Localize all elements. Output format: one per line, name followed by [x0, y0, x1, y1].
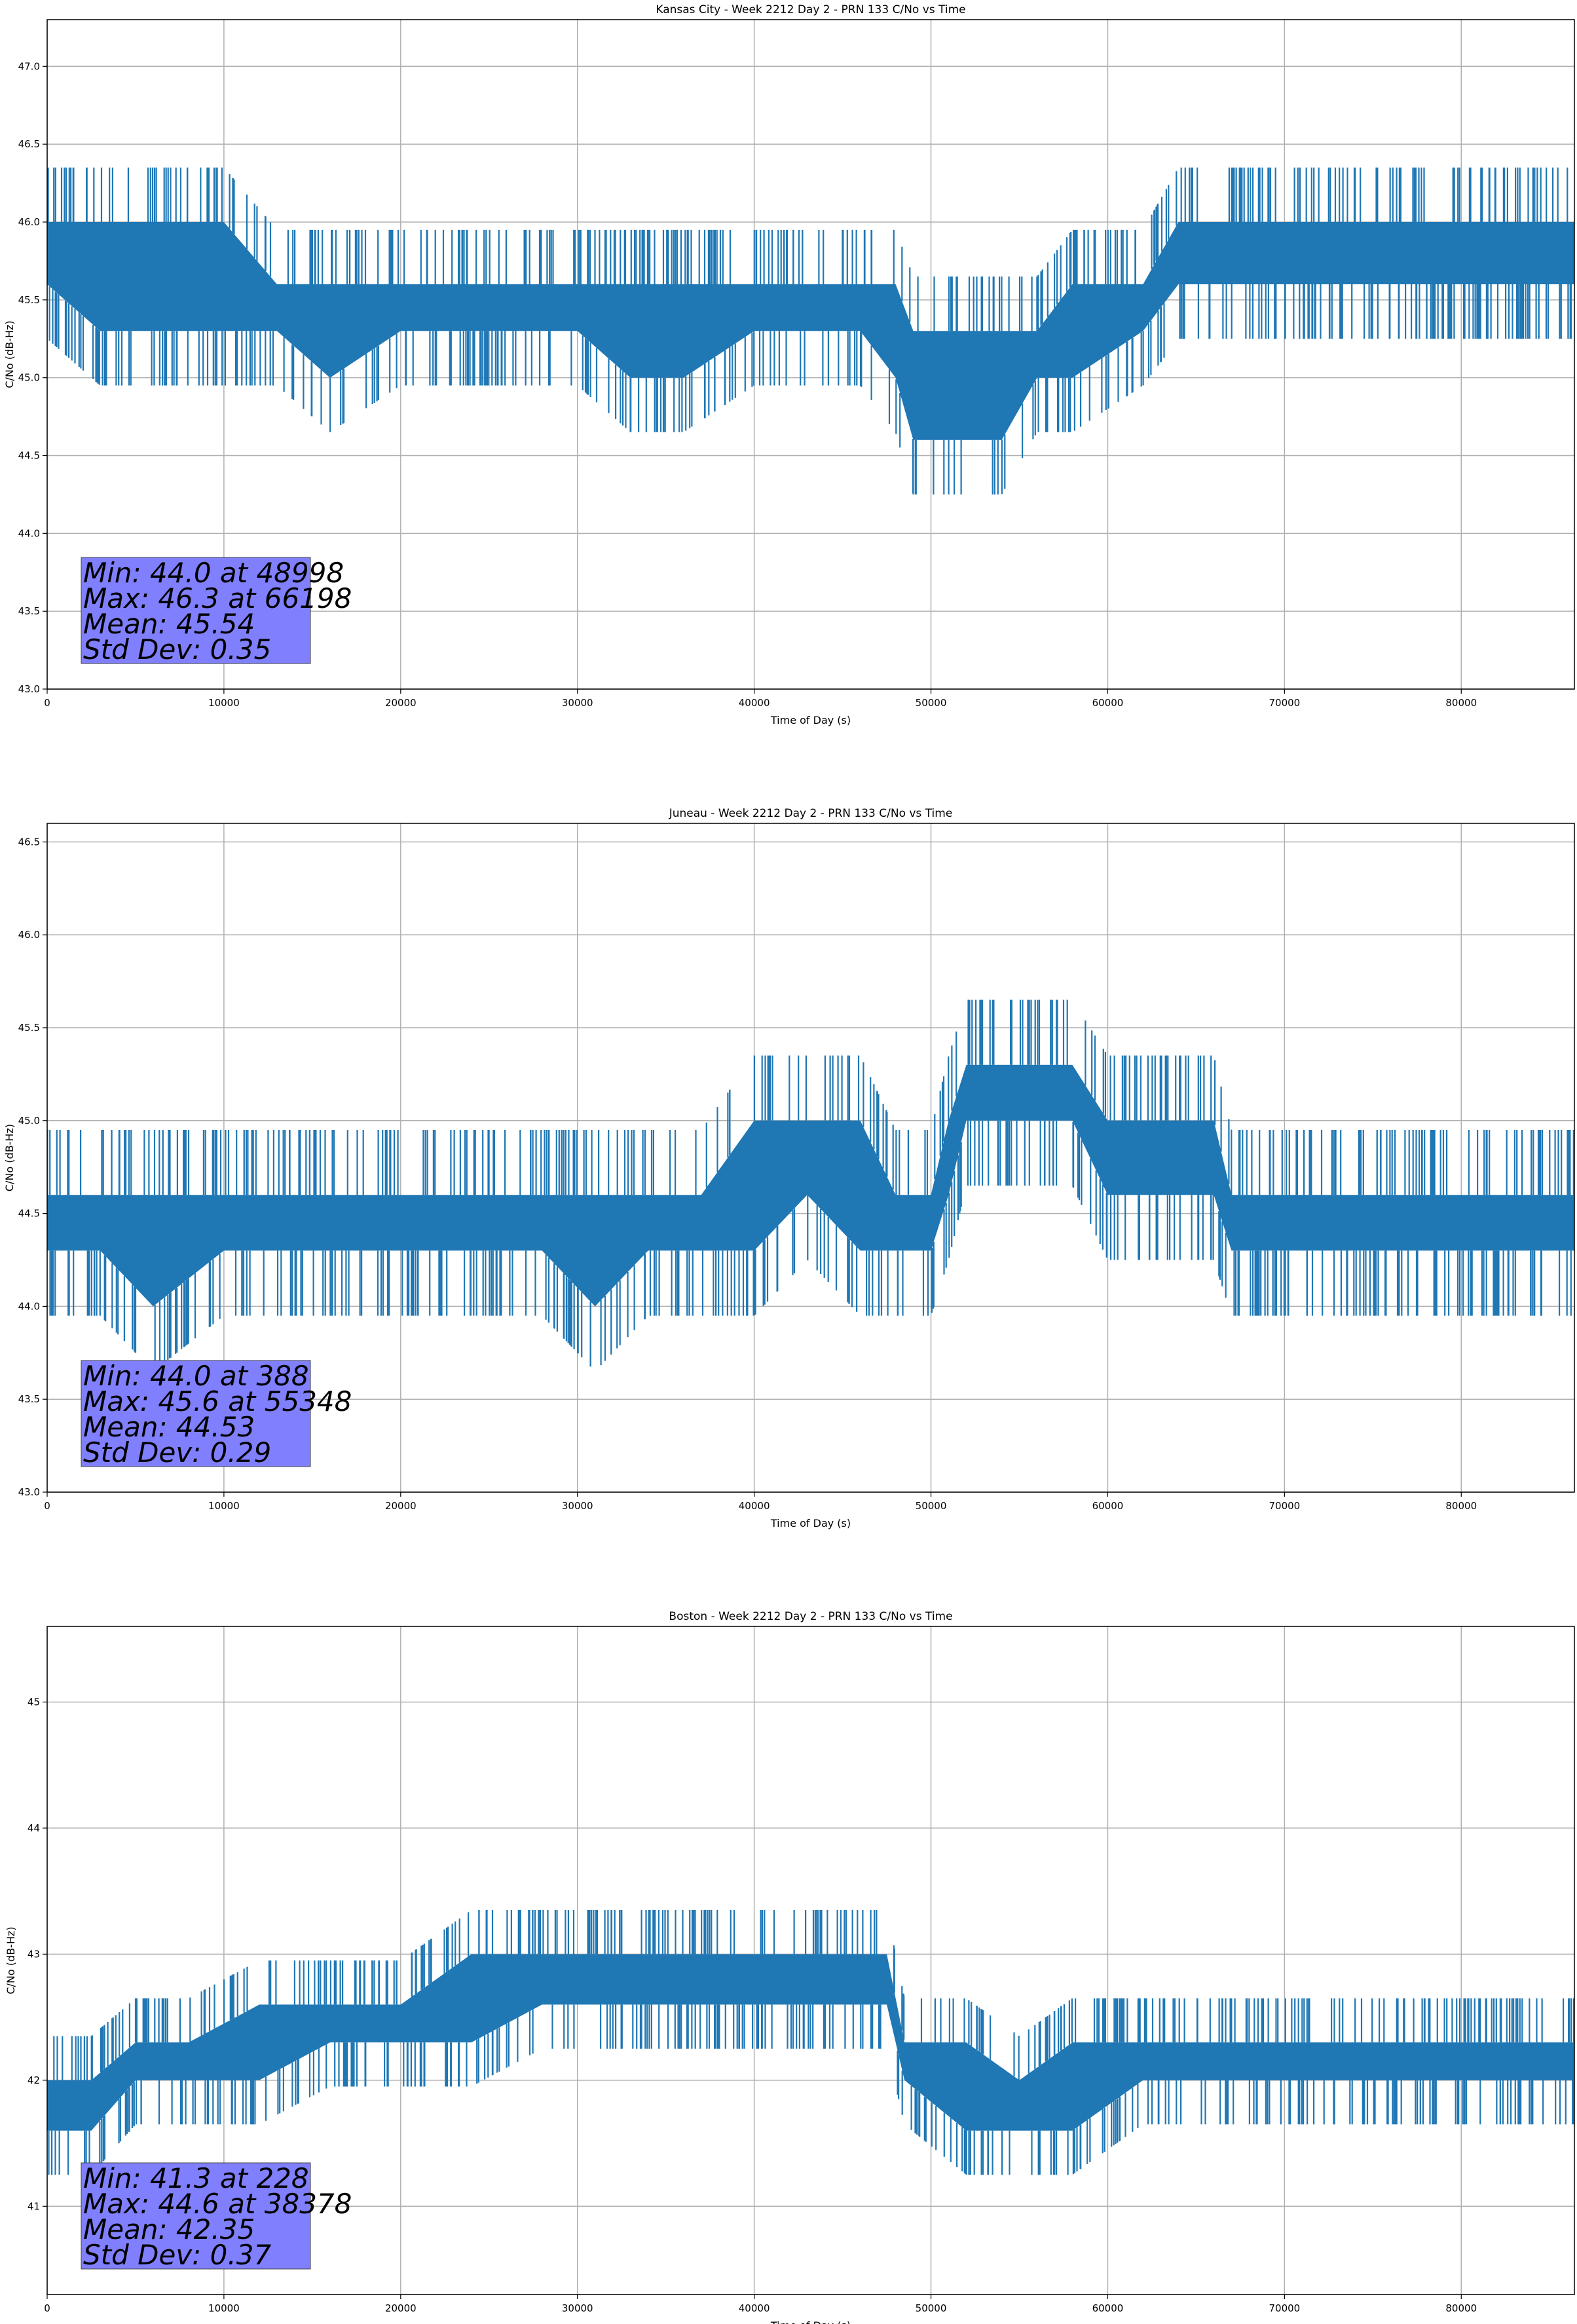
series-noise	[48, 1910, 1574, 2175]
y-tick-label: 42	[28, 2074, 40, 2086]
x-tick-label: 30000	[562, 1500, 593, 1512]
x-tick-label: 80000	[1445, 697, 1477, 709]
y-tick-label: 46.0	[18, 929, 40, 941]
y-axis-label: C/No (dB-Hz)	[3, 1124, 16, 1191]
y-tick-label: 44.0	[18, 527, 40, 539]
data-series	[47, 1910, 1574, 2175]
x-tick-label: 10000	[208, 1500, 240, 1512]
y-axis-label: C/No (dB-Hz)	[3, 320, 16, 388]
data-series	[47, 1000, 1574, 1370]
x-tick-label: 50000	[916, 697, 947, 709]
x-tick-label: 80000	[1445, 2302, 1477, 2314]
series-noise	[47, 167, 1572, 495]
series-band	[47, 1954, 1574, 2131]
y-tick-label: 41	[28, 2200, 40, 2212]
x-tick-label: 20000	[385, 2302, 417, 2314]
x-axis-label: Time of Day (s)	[770, 1517, 851, 1529]
stats-line: Min: 41.3 at 228	[83, 2162, 309, 2194]
stats-line: Std Dev: 0.29	[83, 1436, 271, 1469]
axes-frame	[46, 823, 1575, 1493]
x-tick-label: 20000	[385, 697, 417, 709]
y-tick-label: 46.5	[18, 138, 40, 150]
x-tick-label: 30000	[562, 697, 593, 709]
y-tick-label: 45.5	[18, 1022, 40, 1034]
x-tick-label: 0	[44, 2302, 50, 2314]
stats-line: Max: 45.6 at 55348	[83, 1385, 352, 1417]
y-tick-label: 43.0	[18, 1486, 40, 1498]
stats-line: Min: 44.0 at 388	[83, 1360, 309, 1392]
x-tick-label: 70000	[1269, 2302, 1300, 2314]
y-tick-label: 45.0	[18, 372, 40, 384]
x-axis-label: Time of Day (s)	[770, 2319, 851, 2324]
y-tick-label: 46.5	[18, 836, 40, 848]
chart-2: Juneau - Week 2212 Day 2 - PRN 133 C/No …	[3, 807, 1575, 1529]
y-tick-label: 43.0	[18, 683, 40, 695]
y-tick-label: 45	[28, 1696, 40, 1708]
stats-box	[81, 557, 311, 664]
series-band	[47, 1064, 1574, 1307]
axes-frame	[46, 19, 1575, 690]
chart-title: Boston - Week 2212 Day 2 - PRN 133 C/No …	[669, 1610, 952, 1623]
stats-box	[81, 2162, 311, 2270]
stats-line: Mean: 42.35	[83, 2213, 255, 2245]
x-tick-label: 80000	[1445, 1500, 1477, 1512]
stats-line: Max: 44.6 at 38378	[83, 2188, 352, 2220]
x-tick-label: 10000	[208, 697, 240, 709]
y-tick-label: 43.5	[18, 605, 40, 617]
stats-line: Mean: 44.53	[83, 1411, 255, 1443]
y-tick-label: 43	[28, 1948, 40, 1960]
stats-line: Std Dev: 0.37	[83, 2239, 271, 2271]
x-tick-label: 50000	[916, 2302, 947, 2314]
x-tick-label: 30000	[562, 2302, 593, 2314]
chart-title: Juneau - Week 2212 Day 2 - PRN 133 C/No …	[669, 807, 953, 820]
y-tick-label: 44	[28, 1822, 40, 1834]
x-tick-label: 40000	[739, 697, 770, 709]
x-tick-label: 40000	[739, 2302, 770, 2314]
chart-title: Kansas City - Week 2212 Day 2 - PRN 133 …	[656, 3, 965, 16]
x-tick-label: 0	[44, 1500, 50, 1512]
chart-1: Kansas City - Week 2212 Day 2 - PRN 133 …	[3, 3, 1575, 726]
y-tick-label: 44.5	[18, 1208, 40, 1220]
x-tick-label: 50000	[916, 1500, 947, 1512]
x-axis-label: Time of Day (s)	[770, 714, 851, 726]
x-tick-label: 20000	[385, 1500, 417, 1512]
y-tick-label: 45.0	[18, 1115, 40, 1127]
x-tick-label: 10000	[208, 2302, 240, 2314]
x-tick-label: 60000	[1092, 2302, 1124, 2314]
y-tick-label: 45.5	[18, 294, 40, 306]
axes-frame	[46, 1626, 1575, 2295]
y-axis-label: C/No (dB-Hz)	[5, 1926, 17, 1994]
series-noise	[47, 1000, 1574, 1370]
x-tick-label: 60000	[1092, 697, 1124, 709]
series-band	[47, 222, 1574, 440]
stats-box	[81, 1360, 311, 1467]
y-tick-label: 44.0	[18, 1300, 40, 1312]
stats-line: Mean: 45.54	[83, 608, 255, 640]
stats-line: Std Dev: 0.35	[83, 633, 271, 665]
stats-line: Max: 46.3 at 66198	[83, 582, 352, 614]
chart-3: Boston - Week 2212 Day 2 - PRN 133 C/No …	[5, 1610, 1575, 2324]
x-tick-label: 70000	[1269, 697, 1300, 709]
y-tick-label: 46.0	[18, 216, 40, 228]
y-tick-label: 47.0	[18, 60, 40, 72]
x-tick-label: 60000	[1092, 1500, 1124, 1512]
y-tick-label: 43.5	[18, 1393, 40, 1405]
x-tick-label: 40000	[739, 1500, 770, 1512]
y-tick-label: 44.5	[18, 449, 40, 461]
x-tick-label: 70000	[1269, 1500, 1300, 1512]
x-tick-label: 0	[44, 697, 50, 709]
stats-line: Min: 44.0 at 48998	[83, 557, 344, 589]
data-series	[47, 167, 1574, 495]
